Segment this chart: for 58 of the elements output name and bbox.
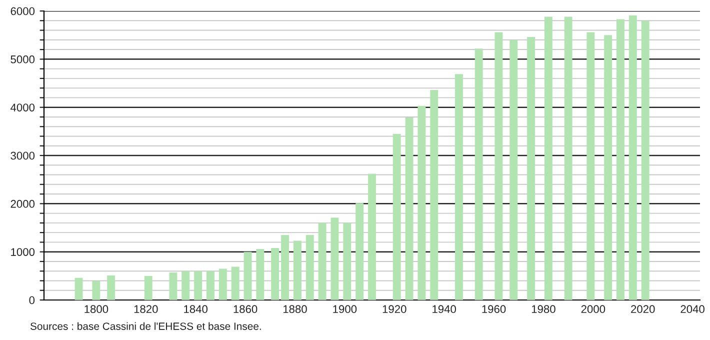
x-tick-label: 1880 [283, 305, 307, 314]
bar [494, 32, 503, 300]
x-tick-label: 1800 [84, 305, 108, 314]
x-tick-label: 2040 [680, 305, 704, 314]
bar [318, 222, 326, 300]
bar [628, 15, 637, 300]
bar [256, 248, 264, 300]
bar [343, 222, 352, 300]
bar [564, 16, 572, 300]
bar [271, 248, 280, 300]
bar [218, 268, 227, 300]
x-tick-label: 1840 [184, 305, 208, 314]
bar [231, 266, 240, 300]
x-tick-label: 1920 [382, 305, 406, 314]
x-tick-label: 2020 [631, 305, 655, 314]
bar [169, 272, 178, 300]
x-tick-label: 1980 [532, 305, 556, 314]
y-tick-label: 0 [29, 296, 35, 304]
bar [194, 271, 202, 300]
x-tick-label: 1960 [482, 305, 506, 314]
bar [92, 280, 100, 300]
bar [144, 276, 152, 300]
y-tick-label: 5000 [10, 55, 35, 64]
x-tick-label: 1820 [134, 305, 158, 314]
x-tick-label: 1940 [432, 305, 456, 314]
bar [182, 271, 190, 300]
bar [604, 35, 612, 300]
bar [330, 218, 339, 300]
bar [107, 275, 116, 300]
bar [206, 271, 214, 300]
x-tick-label: 1860 [234, 305, 258, 314]
y-tick-label: 6000 [10, 7, 35, 16]
bar [418, 106, 426, 300]
y-tick-label: 3000 [10, 152, 35, 160]
bar [586, 32, 595, 300]
bar [544, 16, 552, 300]
bar [244, 252, 252, 300]
bar [616, 19, 624, 300]
bar [293, 240, 302, 300]
bar [306, 234, 314, 300]
bar [74, 278, 83, 300]
bar [641, 20, 650, 300]
bar [356, 203, 364, 300]
y-tick-label: 2000 [10, 200, 35, 208]
source-note: Sources : base Cassini de l'EHESS et base Insee. [30, 322, 261, 330]
bar [474, 48, 483, 300]
y-tick-label: 1000 [11, 248, 35, 256]
x-tick-label: 2000 [581, 305, 606, 314]
bar [281, 234, 290, 300]
bar [527, 37, 536, 300]
bar [510, 40, 518, 300]
y-tick-label: 4000 [10, 104, 35, 112]
bar [368, 174, 376, 300]
x-tick-label: 1900 [333, 305, 357, 314]
bar [392, 134, 401, 300]
bar [454, 74, 463, 300]
bar [430, 90, 438, 300]
bar [405, 117, 414, 300]
